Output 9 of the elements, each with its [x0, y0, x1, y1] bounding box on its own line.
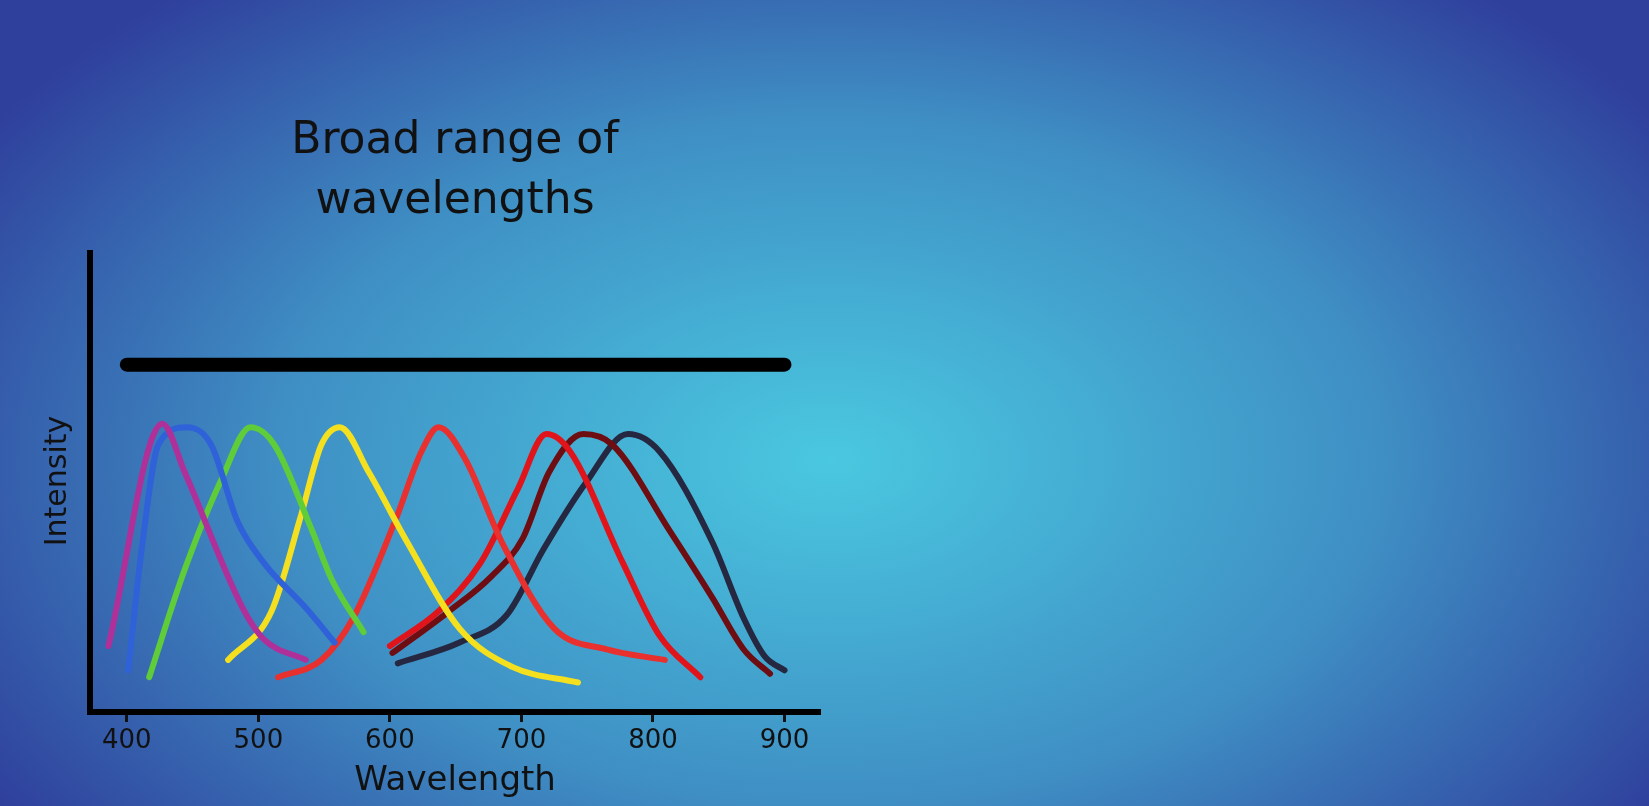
x-tick-label: 500 [233, 724, 284, 755]
x-tick-label: 400 [102, 724, 152, 755]
x-tick-label: 700 [496, 724, 547, 755]
chart-title: Broad range of wavelengths [290, 111, 621, 225]
x-axis-title: Wavelength [354, 758, 556, 799]
y-axis-title: Intensity [37, 415, 73, 547]
x-tick-label: 600 [365, 724, 415, 755]
x-tick-label: 900 [759, 724, 810, 755]
x-tick-label: 800 [628, 724, 678, 755]
